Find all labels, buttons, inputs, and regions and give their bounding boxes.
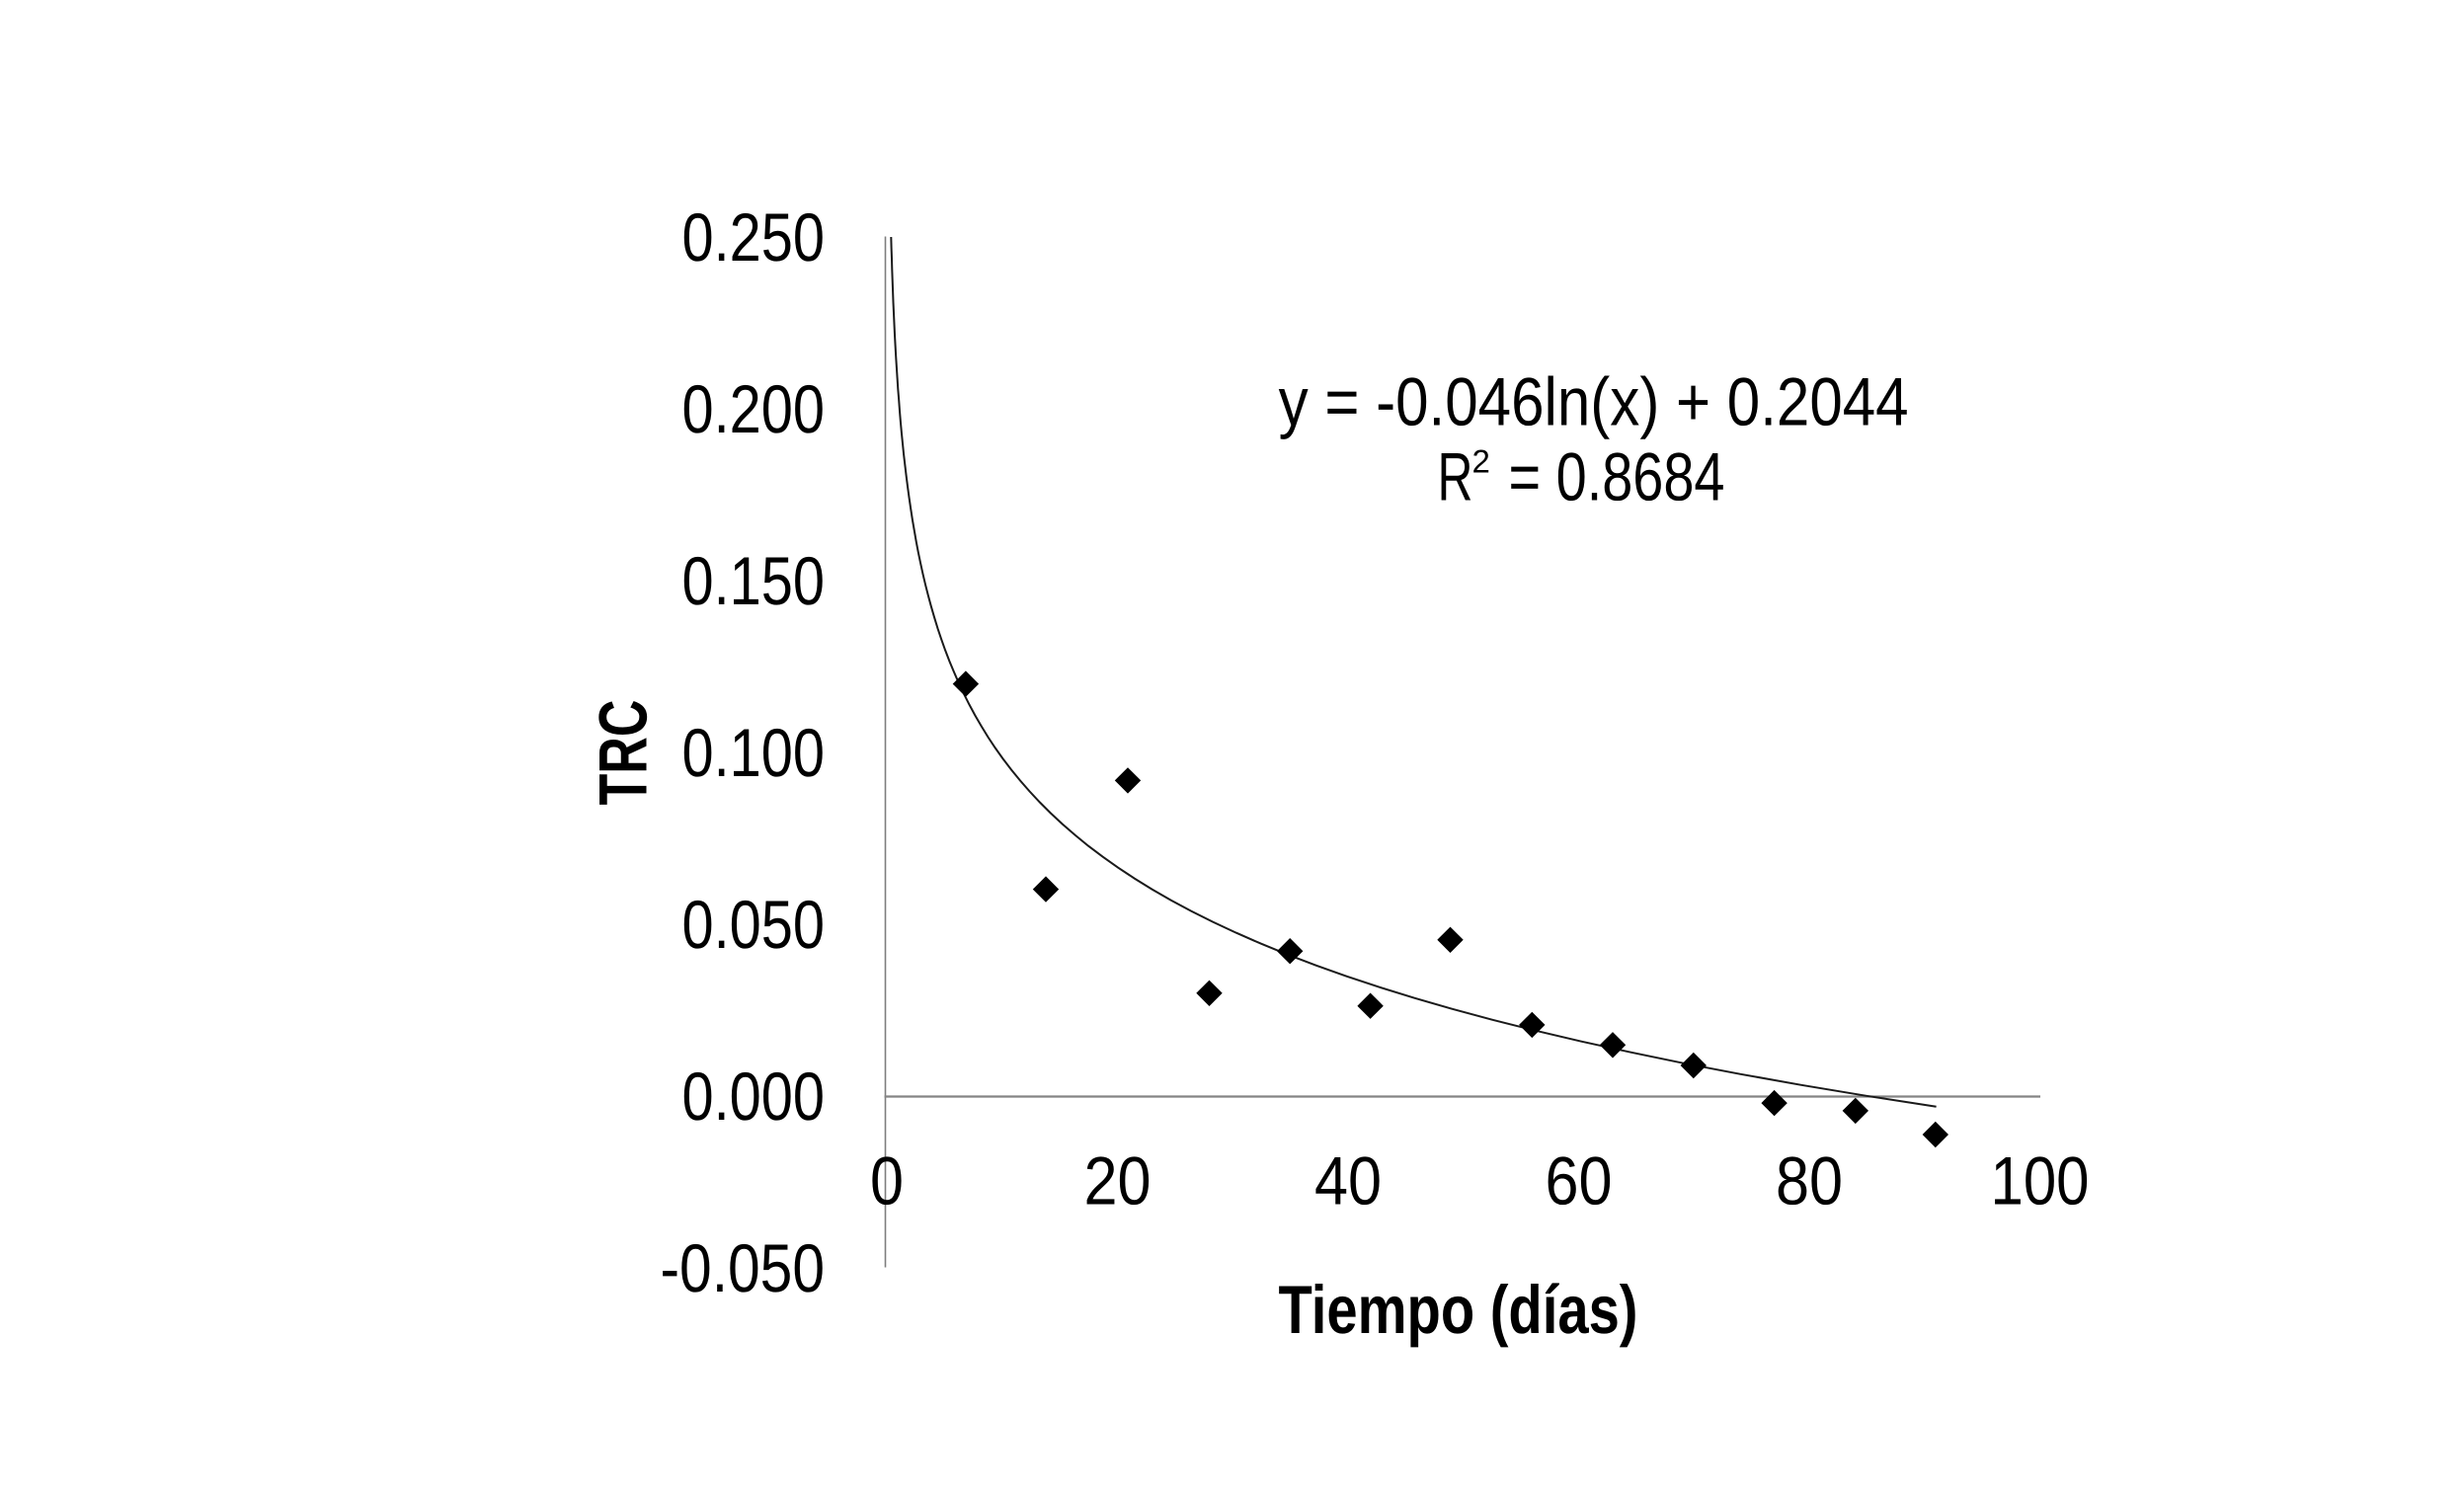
svg-text:0.050: 0.050: [682, 887, 826, 963]
svg-text:0.100: 0.100: [682, 715, 826, 791]
svg-text:40: 40: [1314, 1142, 1382, 1218]
svg-text:100: 100: [1991, 1142, 2090, 1218]
svg-text:-0.050: -0.050: [661, 1230, 826, 1306]
svg-text:TRC: TRC: [586, 700, 662, 806]
svg-text:y = -0.046ln(x) + 0.2044: y = -0.046ln(x) + 0.2044: [1279, 364, 1909, 440]
svg-text:R: R: [1438, 439, 1473, 515]
svg-text:0.150: 0.150: [682, 543, 826, 619]
svg-text:0.000: 0.000: [682, 1059, 826, 1135]
svg-text:0.200: 0.200: [682, 371, 826, 447]
svg-text:= 0.8684: = 0.8684: [1509, 439, 1725, 515]
svg-text:20: 20: [1084, 1142, 1152, 1218]
svg-text:80: 80: [1776, 1142, 1843, 1218]
svg-text:0.250: 0.250: [682, 199, 826, 275]
svg-text:60: 60: [1546, 1142, 1613, 1218]
svg-text:2: 2: [1472, 443, 1490, 480]
svg-text:Tiempo (días): Tiempo (días): [1279, 1272, 1638, 1348]
svg-text:0: 0: [870, 1142, 904, 1218]
